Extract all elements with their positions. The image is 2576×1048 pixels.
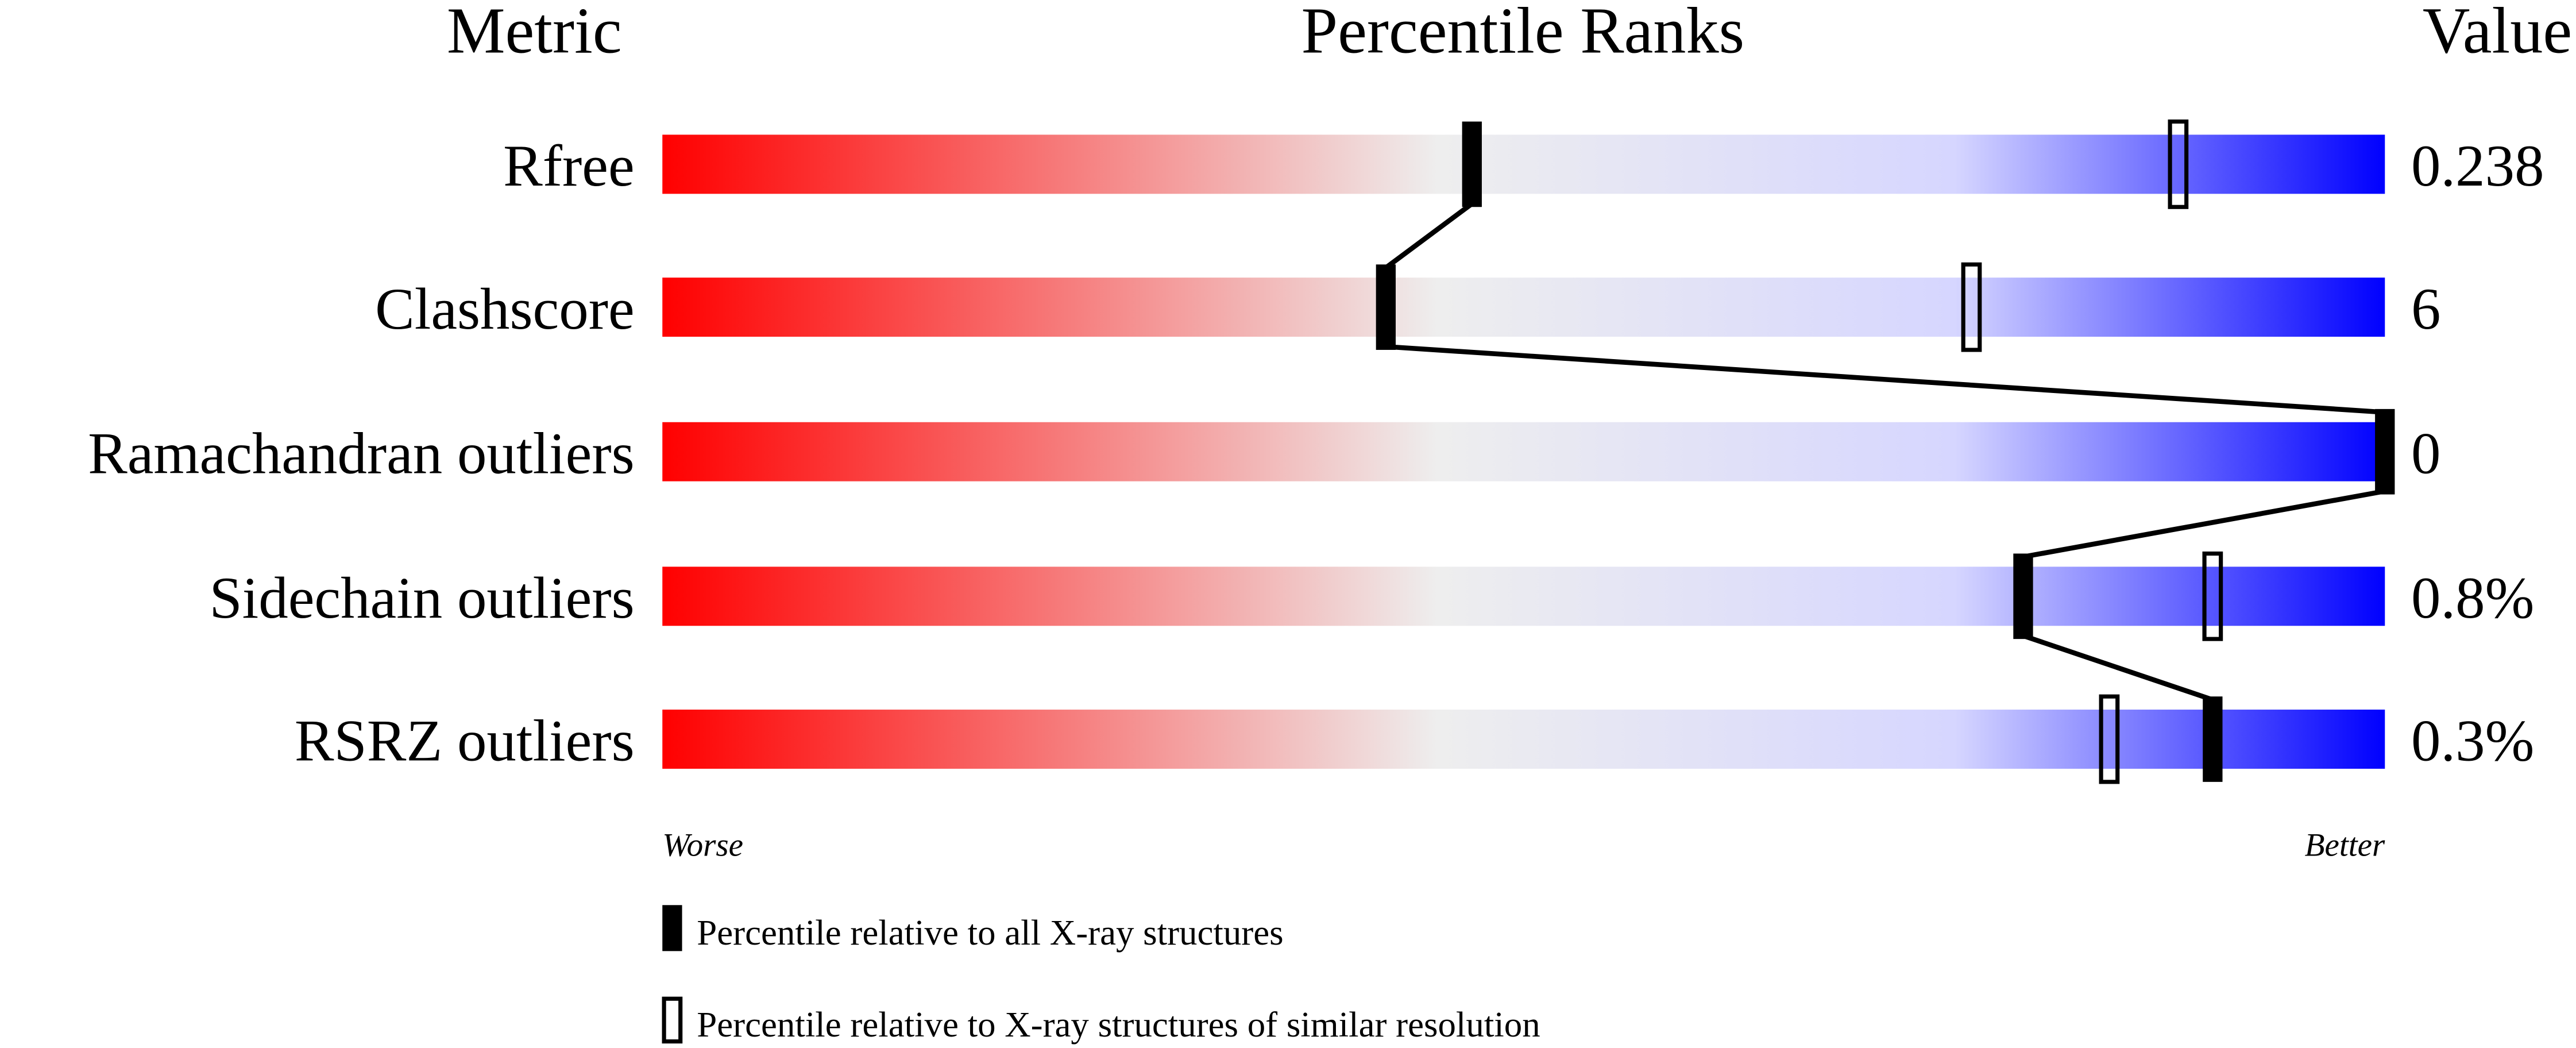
marker-similar-resolution — [2099, 694, 2120, 784]
legend-filled-label: Percentile relative to all X-ray structu… — [697, 912, 1283, 953]
marker-similar-resolution — [1961, 262, 1982, 352]
metric-label: Sidechain outliers — [209, 565, 634, 631]
axis-label-worse: Worse — [662, 827, 743, 864]
marker-all-structures — [2013, 553, 2033, 639]
marker-similar-resolution — [2202, 551, 2223, 641]
metric-value: 0.238 — [2411, 133, 2544, 199]
legend-filled-marker — [662, 905, 682, 951]
axis-label-better: Better — [2305, 827, 2385, 864]
metric-value: 0.8% — [2411, 565, 2534, 631]
metric-label: RSRZ outliers — [295, 708, 635, 774]
connector-line — [2022, 488, 2386, 560]
header-value: Value — [2423, 0, 2572, 67]
percentile-bar — [662, 567, 2385, 626]
connector-line — [1385, 344, 2385, 415]
legend-open-label: Percentile relative to X-ray structures … — [697, 1004, 1540, 1045]
percentile-bar — [662, 134, 2385, 194]
metric-value: 0.3% — [2411, 708, 2534, 774]
metric-value: 6 — [2411, 276, 2440, 342]
percentile-bar — [662, 278, 2385, 337]
percentile-bar — [662, 422, 2385, 481]
connector-line — [1384, 202, 1474, 270]
metric-label: Clashscore — [375, 276, 635, 342]
marker-all-structures — [2203, 696, 2223, 782]
connector-line — [2022, 633, 2214, 702]
header-metric: Metric — [447, 0, 622, 67]
metric-label: Ramachandran outliers — [88, 421, 635, 486]
percentile-bar — [662, 710, 2385, 769]
marker-similar-resolution — [2168, 119, 2189, 209]
legend-open-marker — [662, 996, 683, 1044]
marker-all-structures — [1462, 121, 1482, 207]
marker-all-structures — [1376, 264, 1396, 350]
metric-label: Rfree — [503, 133, 635, 199]
marker-all-structures — [2375, 409, 2395, 495]
metric-value: 0 — [2411, 421, 2440, 486]
header-percentile-ranks: Percentile Ranks — [1301, 0, 1745, 67]
